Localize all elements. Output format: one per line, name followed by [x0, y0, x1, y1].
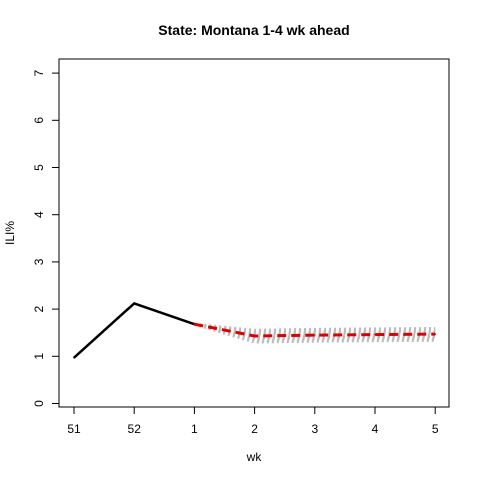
observed-series	[73, 303, 195, 359]
y-tick-label: 6	[32, 117, 46, 124]
x-tick-label: 51	[67, 422, 81, 436]
forecast-samples	[194, 324, 435, 342]
x-tick-label: 1	[191, 422, 198, 436]
y-tick-label: 7	[32, 69, 46, 76]
y-tick-label: 5	[32, 164, 46, 171]
y-tick-label: 0	[32, 400, 46, 407]
forecast-median-point	[314, 334, 316, 336]
x-axis: 51 52 1 2 3 4 5	[67, 407, 439, 436]
x-tick-label: 5	[432, 422, 439, 436]
observed-point	[133, 303, 135, 305]
forecast-median-point	[374, 334, 376, 336]
y-axis-label: ILI%	[3, 221, 17, 245]
y-tick-label: 4	[32, 211, 46, 218]
plot-area	[59, 59, 449, 407]
x-tick-label: 2	[251, 422, 258, 436]
observed-line	[74, 303, 194, 357]
observed-point	[73, 357, 75, 359]
chart-title: State: Montana 1-4 wk ahead	[158, 22, 349, 38]
x-axis-label: wk	[246, 450, 263, 464]
forecast-median-point	[194, 323, 196, 325]
y-axis: 0 1 2 3 4 5 6 7	[32, 69, 59, 406]
y-tick-label: 3	[32, 258, 46, 265]
y-tick-label: 1	[32, 353, 46, 360]
x-tick-label: 52	[128, 422, 142, 436]
x-tick-label: 3	[311, 422, 318, 436]
forecast-median-point	[434, 333, 436, 335]
x-tick-label: 4	[372, 422, 379, 436]
y-tick-label: 2	[32, 305, 46, 312]
forecast-median-point	[254, 335, 256, 337]
